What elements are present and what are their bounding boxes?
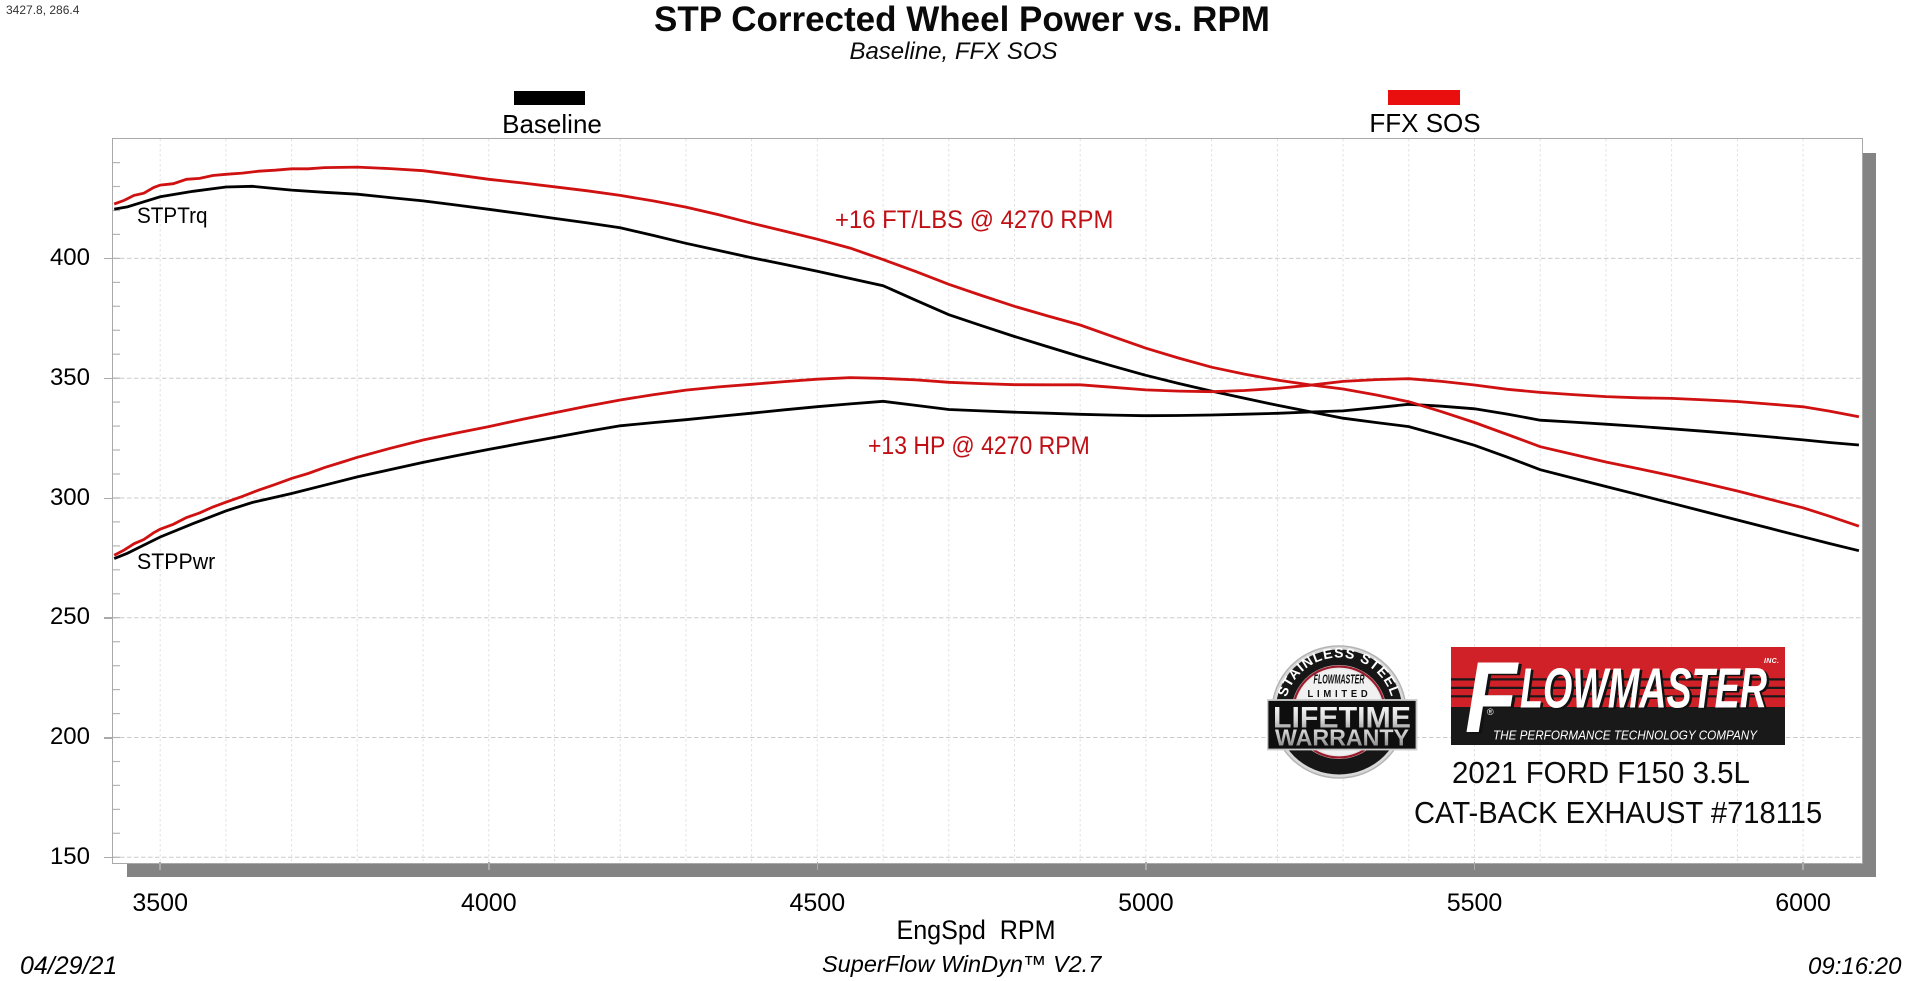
svg-text:LIMITED: LIMITED: [1308, 689, 1372, 700]
svg-text:F: F: [1465, 647, 1519, 745]
svg-text:LOWMASTER: LOWMASTER: [1520, 657, 1767, 721]
svg-text:INC.: INC.: [1764, 658, 1779, 665]
svg-text:LOWMASTER: LOWMASTER: [1523, 658, 1770, 722]
svg-text:®: ®: [1487, 707, 1494, 717]
svg-text:WARRANTY: WARRANTY: [1275, 725, 1409, 751]
svg-text:LIFETIME: LIFETIME: [1273, 702, 1411, 735]
svg-text:FLOWMASTER: FLOWMASTER: [1314, 673, 1365, 687]
svg-text:F: F: [1468, 647, 1522, 745]
svg-text:THE PERFORMANCE TECHNOLOGY COM: THE PERFORMANCE TECHNOLOGY COMPANY: [1493, 728, 1758, 743]
